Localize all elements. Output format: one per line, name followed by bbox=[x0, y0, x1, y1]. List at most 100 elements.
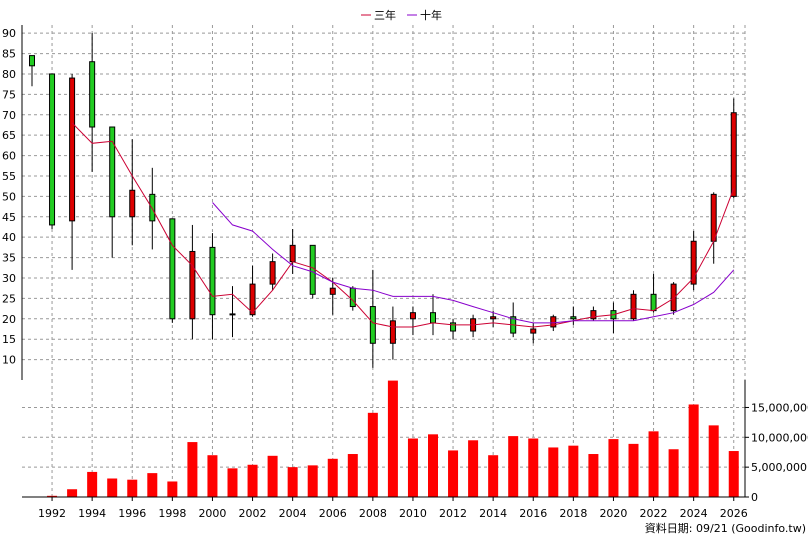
x-tick-label: 2008 bbox=[359, 507, 387, 520]
candle bbox=[49, 73, 56, 230]
volume-panel: 0 5,000,000 10,000,000 15,000,000 bbox=[22, 380, 808, 504]
x-tick-label: 2012 bbox=[439, 507, 467, 520]
candle-body bbox=[169, 218, 176, 320]
three-year-line bbox=[71, 122, 735, 328]
x-axis-ticks: 1992 1994 1996 1998 2000 2002 2004 2006 2008 2010… bbox=[38, 497, 748, 520]
candle-body bbox=[249, 283, 256, 316]
x-tick-label: 1994 bbox=[78, 507, 106, 520]
volume-tick-label: 0 bbox=[751, 491, 758, 504]
candle-body bbox=[349, 287, 356, 308]
candle-body bbox=[89, 61, 96, 128]
candle bbox=[570, 306, 577, 325]
price-tick-label: 20 bbox=[2, 313, 16, 326]
x-tick-label: 2022 bbox=[640, 507, 668, 520]
volume-bar bbox=[47, 495, 58, 497]
ten-year-line bbox=[212, 202, 735, 324]
candle bbox=[29, 55, 35, 87]
source-note: 資料日期: 09/21 (Goodinfo.tw) bbox=[645, 521, 806, 535]
price-tick-label: 80 bbox=[2, 68, 16, 81]
candle-body bbox=[209, 246, 216, 316]
candle-body bbox=[29, 55, 35, 67]
volume-bar bbox=[107, 478, 118, 497]
candle-body bbox=[329, 287, 336, 295]
volume-bar bbox=[87, 471, 98, 497]
candle-body bbox=[670, 283, 677, 312]
volume-bar bbox=[367, 412, 378, 497]
x-tick-label: 2006 bbox=[319, 507, 347, 520]
volume-axis-ticks: 0 5,000,000 10,000,000 15,000,000 bbox=[745, 401, 808, 504]
candle-body bbox=[289, 244, 296, 263]
x-tick-label: 2000 bbox=[198, 507, 226, 520]
volume-bar bbox=[468, 440, 479, 497]
candle-body bbox=[409, 312, 416, 320]
price-axis-ticks: 10 15 20 25 30 35 40 45 50 55 60 65 70 75 80 85 90 bbox=[2, 27, 16, 366]
candle bbox=[189, 224, 196, 340]
candle bbox=[730, 98, 737, 199]
volume-bar bbox=[628, 443, 639, 497]
x-tick-label: 2016 bbox=[519, 507, 547, 520]
candle bbox=[109, 126, 116, 258]
candle bbox=[269, 253, 276, 291]
price-tick-label: 55 bbox=[2, 170, 16, 183]
volume-bar bbox=[127, 479, 138, 497]
volume-bar bbox=[207, 455, 218, 497]
candle-body bbox=[550, 316, 557, 328]
candle-body bbox=[49, 73, 56, 226]
candle-body bbox=[650, 293, 657, 312]
candle-body bbox=[530, 328, 537, 334]
candle bbox=[69, 73, 76, 270]
volume-bar bbox=[708, 425, 719, 497]
candle-body bbox=[710, 193, 717, 242]
price-tick-label: 90 bbox=[2, 27, 16, 40]
price-tick-label: 85 bbox=[2, 48, 16, 61]
volume-bar bbox=[167, 481, 178, 497]
candle-body bbox=[129, 189, 136, 218]
volume-bar bbox=[428, 434, 438, 497]
volume-bar bbox=[327, 458, 338, 497]
legend-ten-year-label: 十年 bbox=[420, 8, 442, 22]
volume-bar bbox=[528, 438, 539, 497]
candle bbox=[249, 265, 256, 317]
candle-body bbox=[430, 312, 436, 324]
candle bbox=[129, 139, 136, 246]
volume-bar bbox=[508, 436, 519, 497]
price-tick-label: 75 bbox=[2, 88, 16, 101]
x-tick-label: 2014 bbox=[479, 507, 507, 520]
x-tick-label: 2010 bbox=[399, 507, 427, 520]
x-tick-label: 2004 bbox=[279, 507, 307, 520]
volume-tick-label: 10,000,000 bbox=[751, 431, 808, 444]
price-tick-label: 10 bbox=[2, 354, 16, 367]
volume-bar bbox=[347, 454, 358, 497]
candle-body bbox=[730, 112, 737, 197]
candle bbox=[209, 233, 216, 340]
x-tick-label: 2024 bbox=[680, 507, 708, 520]
price-tick-label: 25 bbox=[2, 292, 16, 305]
legend-three-year-label: 三年 bbox=[374, 8, 396, 22]
volume-bars bbox=[47, 380, 739, 497]
volume-tick-label: 5,000,000 bbox=[751, 461, 807, 474]
candle bbox=[590, 306, 597, 321]
candle bbox=[89, 33, 96, 172]
volume-bar bbox=[387, 380, 398, 497]
volume-bar bbox=[227, 468, 238, 497]
candle-body bbox=[269, 261, 276, 285]
volume-bar bbox=[267, 455, 278, 497]
x-tick-label: 1992 bbox=[38, 507, 66, 520]
candle bbox=[389, 306, 396, 360]
legend: 三年 十年 bbox=[361, 8, 442, 22]
price-tick-label: 45 bbox=[2, 211, 16, 224]
price-tick-label: 50 bbox=[2, 190, 16, 203]
candle-body bbox=[189, 250, 196, 320]
volume-bar bbox=[608, 439, 619, 497]
candle-body bbox=[389, 320, 396, 344]
x-tick-label: 1996 bbox=[118, 507, 146, 520]
price-tick-label: 35 bbox=[2, 252, 16, 265]
volume-bar bbox=[688, 404, 699, 497]
volume-bar bbox=[307, 465, 318, 497]
candle-body bbox=[690, 240, 697, 285]
volume-bar bbox=[247, 464, 258, 497]
candle-body bbox=[630, 293, 637, 320]
volume-bar bbox=[668, 449, 679, 497]
candle bbox=[169, 218, 176, 323]
